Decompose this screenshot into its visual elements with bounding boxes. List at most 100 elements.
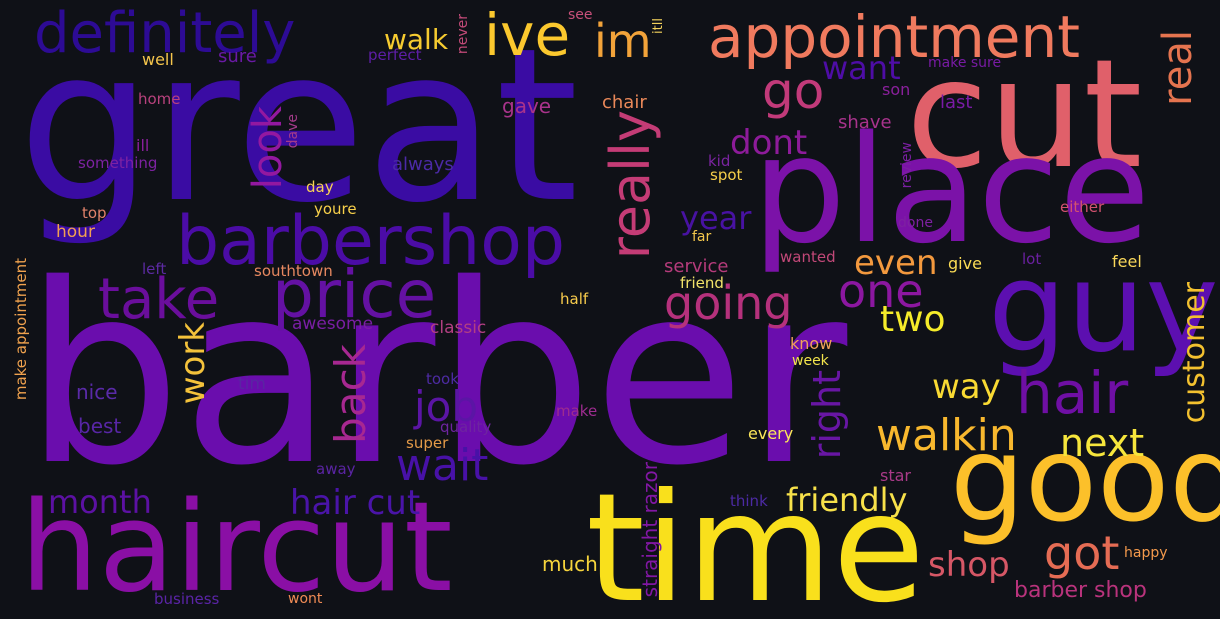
word-kid: kid [708,152,731,170]
word-even: even [854,243,938,283]
word-dont: dont [730,123,808,163]
word-southtown: southtown [254,262,333,280]
word-spot: spot [710,166,743,184]
word-perfect: perfect [368,46,422,64]
word-best: best [78,414,122,438]
word-gave: gave [502,94,552,118]
word-wait: wait [396,440,489,491]
word-week: week [792,353,829,369]
word-definitely: definitely [34,1,296,66]
word-give: give [948,254,982,273]
word-im: im [594,14,652,68]
word-wanted: wanted [780,248,836,266]
word-look: look [245,106,291,190]
word-job: job [414,382,479,431]
word-barber-shop: barber shop [1014,578,1147,603]
word-think: think [730,492,768,510]
word-dave: dave [285,114,301,149]
word-much: much [542,552,598,576]
word-great: great [18,2,579,249]
word-haircut: haircut [20,476,453,619]
word-super: super [406,434,449,452]
word-tim: tim [238,374,266,394]
word-done: done [898,215,933,231]
word-never: never [455,14,471,55]
word-work: work [173,322,213,405]
word-make-sure: make sure [928,55,1002,71]
word-walk: walk [384,23,449,56]
word-day: day [306,178,334,196]
word-something: something [78,154,158,172]
word-two: two [880,299,946,340]
word-friend: friend [680,274,724,292]
word-take: take [98,267,220,332]
word-review: review [899,142,915,189]
word-really: really [599,110,662,260]
word-quality: quality [440,418,492,436]
word-one: one [838,264,924,318]
word-month: month [48,483,152,521]
word-guy: guy [988,236,1219,380]
word-know: know [790,334,833,353]
word-barbershop: barbershop [176,202,566,281]
word-see: see [568,7,593,23]
word-want: want [822,49,901,87]
word-appointment: appointment [708,3,1080,71]
word-ive: ive [484,1,571,69]
word-shop: shop [928,545,1010,585]
word-barber: barber [24,232,848,520]
word-half: half [560,290,589,308]
word-feel: feel [1112,252,1142,271]
word-away: away [316,460,356,478]
word-straight-razor: straight razor [638,462,662,598]
word-time: time [586,462,925,619]
word-classic: classic [430,318,487,338]
word-shave: shave [838,112,892,133]
word-top: top [82,204,107,222]
word-every: every [748,424,794,443]
word-hair: hair [1016,359,1129,427]
word-hour: hour [56,222,95,242]
word-hair-cut: hair cut [290,483,421,523]
word-business: business [154,590,220,608]
word-cut: cut [906,28,1143,202]
word-right: right [805,370,849,460]
word-lot: lot [1022,250,1042,268]
word-service: service [664,256,729,277]
word-next: next [1060,421,1145,465]
word-go: go [762,62,825,120]
word-happy: happy [1124,545,1168,561]
word-going: going [664,276,793,330]
word-always: always [392,154,454,175]
word-customer: customer [1177,282,1212,424]
word-awesome: awesome [292,314,374,334]
word-price: price [272,256,437,333]
word-itll: itll [651,18,666,34]
word-last: last [940,92,973,113]
word-far: far [692,229,712,245]
word-place: place [752,104,1151,276]
word-way: way [932,367,1001,407]
word-walkin: walkin [876,410,1017,461]
word-ill: ill [136,136,150,155]
word-real: real [1155,30,1201,106]
word-make-appointment: make appointment [12,258,30,401]
word-well: well [142,50,174,69]
word-left: left [142,260,167,278]
word-took: took [426,370,459,388]
word-youre: youre [314,200,357,218]
word-star: star [880,466,911,485]
word-got: got [1044,526,1120,580]
word-nice: nice [76,380,118,404]
word-year: year [680,199,752,237]
word-sure: sure [218,46,257,67]
word-home: home [138,90,181,108]
word-son: son [882,80,911,99]
word-back: back [326,344,375,444]
word-good: good [950,410,1220,548]
word-chair: chair [602,92,647,113]
word-either: either [1060,198,1105,216]
word-wont: wont [288,591,323,607]
word-friendly: friendly [786,481,908,519]
